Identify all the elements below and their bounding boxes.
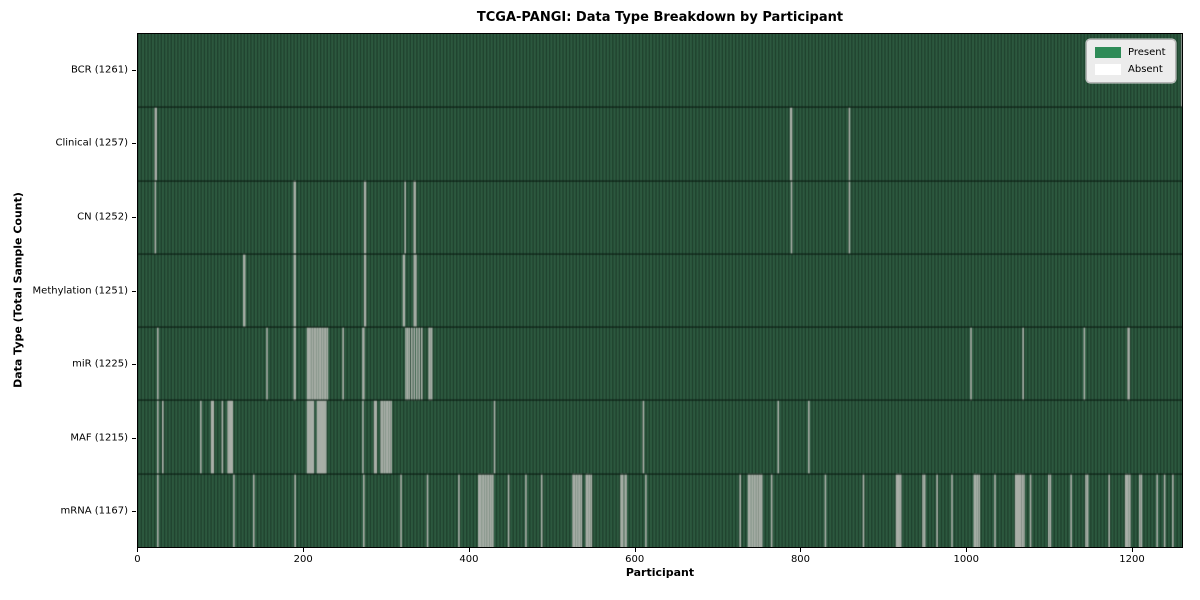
y-tick-mark [132,143,136,144]
y-tick-label-Methylation: Methylation (1251) [32,285,128,296]
y-tick-label-MAF: MAF (1215) [70,432,128,444]
x-axis-title: Participant [625,566,695,579]
y-tick-mark [132,217,136,218]
legend-entry-present: Present [1095,47,1166,58]
y-tick-label-BCR: BCR (1261) [70,64,128,76]
y-tick-label-mRNA: mRNA (1167) [60,505,128,517]
x-tick-label-1200: 1200 [1119,554,1145,565]
x-tick-mark [635,548,636,552]
x-tick-mark [137,548,138,552]
legend: Present Absent [1086,39,1176,83]
x-tick-label-800: 800 [790,554,811,565]
y-tick-mark [132,364,136,365]
x-tick-mark [469,548,470,552]
absent-swatch [1095,64,1121,75]
legend-entry-absent: Absent [1095,64,1166,75]
y-tick-mark [132,291,136,292]
x-tick-mark [800,548,801,552]
legend-label-present: Present [1128,47,1166,58]
x-tick-label-600: 600 [625,554,645,565]
x-tick-label-1000: 1000 [953,554,979,565]
y-tick-label-Clinical: Clinical (1257) [55,137,129,149]
x-tick-label-400: 400 [459,554,479,565]
x-tick-mark [1132,548,1133,552]
plot-area [137,33,1183,548]
x-tick-label-0: 0 [134,554,141,565]
present-swatch [1095,47,1121,58]
y-tick-mark [132,438,136,439]
y-tick-mark [132,511,136,512]
x-tick-mark [966,548,967,552]
y-tick-label-CN: CN (1252) [77,211,128,223]
heatmap-canvas [138,34,1182,547]
legend-label-absent: Absent [1128,64,1163,75]
chart-title: TCGA-PANGI: Data Type Breakdown by Parti… [476,10,844,25]
y-tick-label-miR: miR (1225) [72,358,128,370]
y-tick-mark [132,70,136,71]
x-tick-mark [303,548,304,552]
x-tick-label-200: 200 [293,554,313,565]
